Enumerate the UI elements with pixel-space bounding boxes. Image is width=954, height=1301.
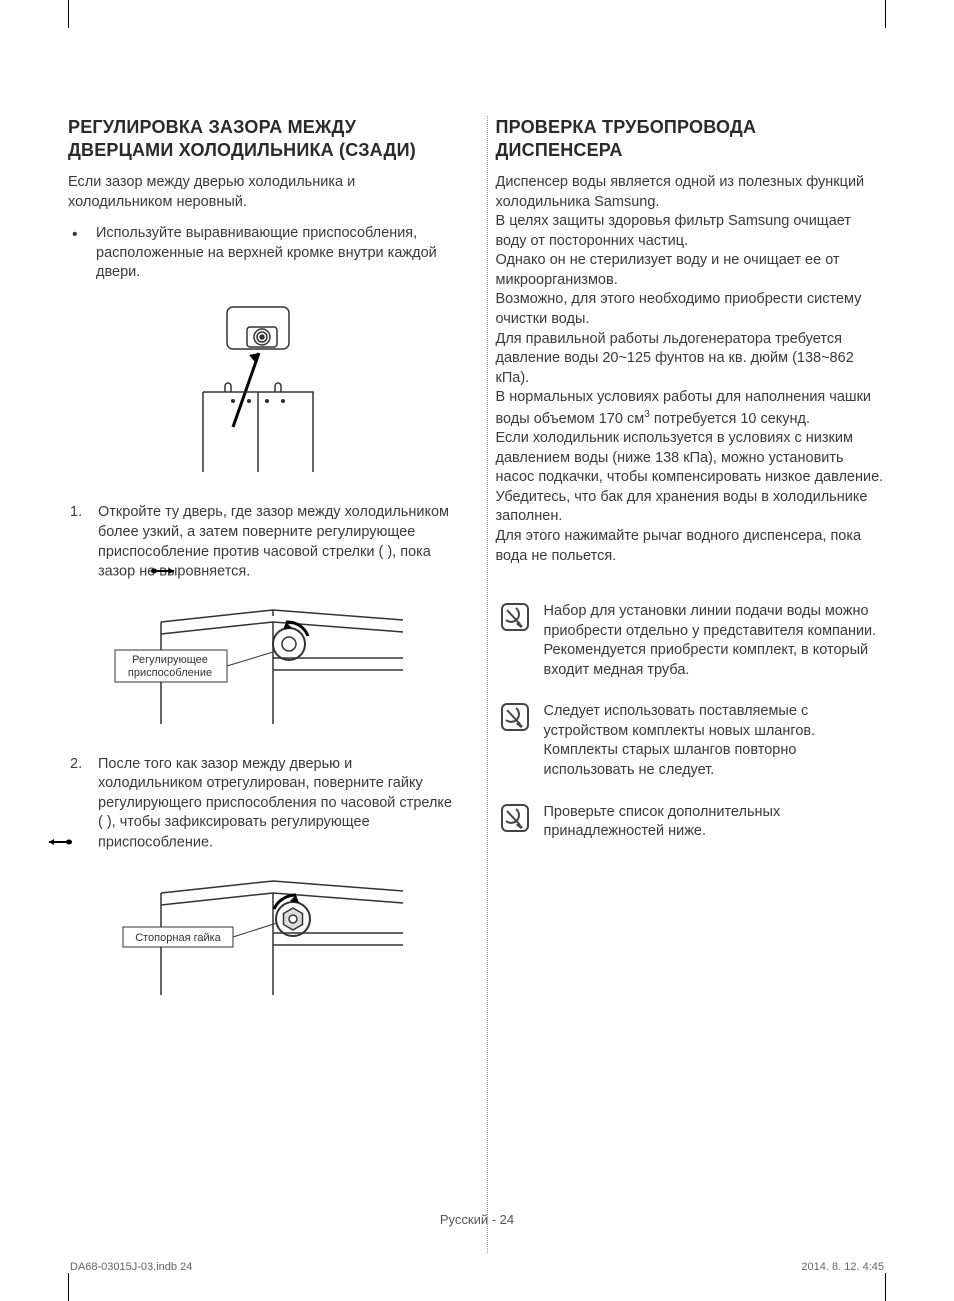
step-1: Откройте ту дверь, где зазор между холод… — [90, 503, 459, 582]
note-3: Проверьте список дополнительных принадле… — [496, 803, 887, 842]
crop-mark — [68, 0, 69, 28]
left-intro: Если зазор между дверью холодильника и х… — [68, 173, 459, 212]
right-column: ПРОВЕРКА ТРУБОПРОВОДА ДИСПЕНСЕРА Диспенс… — [487, 116, 887, 1253]
fig2-label-1: Регулирующее — [132, 654, 208, 666]
figure-door-top — [68, 297, 459, 484]
right-heading: ПРОВЕРКА ТРУБОПРОВОДА ДИСПЕНСЕРА — [496, 116, 887, 161]
note-1-text: Набор для установки линии подачи воды мо… — [544, 602, 887, 680]
p7: Если холодильник используется в условиях… — [496, 429, 887, 488]
steps-list-2: После того как зазор между дверью и холо… — [68, 755, 459, 853]
p1: Диспенсер воды является одной из полезны… — [496, 173, 887, 212]
footer-page-number: Русский - 24 — [68, 1212, 886, 1227]
bullet-item: Используйте выравнивающие приспособления… — [86, 224, 459, 283]
steps-list: Откройте ту дверь, где зазор между холод… — [68, 503, 459, 582]
footer-datetime: 2014. 8. 12. 4:45 — [801, 1261, 884, 1273]
p9: Для этого нажимайте рычаг водного диспен… — [496, 527, 887, 566]
fig2-label-2: приспособление — [128, 667, 212, 679]
step-2: После того как зазор между дверью и холо… — [90, 755, 459, 853]
crop-mark — [885, 0, 886, 28]
arrow-ccw-icon — [150, 564, 176, 584]
crop-mark — [885, 1273, 886, 1301]
left-column: РЕГУЛИРОВКА ЗАЗОРА МЕЖДУ ДВЕРЦАМИ ХОЛОДИ… — [68, 116, 467, 1253]
footer-filename: DA68-03015J-03.indb 24 — [70, 1261, 192, 1273]
figure-adjuster: Регулирующее приспособление — [68, 596, 459, 735]
right-body: Диспенсер воды является одной из полезны… — [496, 173, 887, 566]
p2: В целях защиты здоровья фильтр Samsung о… — [496, 212, 887, 251]
note-2: Следует использовать поставляемые с устр… — [496, 702, 887, 780]
note-icon — [500, 803, 530, 833]
p3: Однако он не стерилизует воду и не очища… — [496, 251, 887, 290]
p8: Убедитесь, что бак для хранения воды в х… — [496, 488, 887, 527]
p5: Для правильной работы льдогенератора тре… — [496, 330, 887, 389]
note-icon — [500, 602, 530, 632]
note-icon — [500, 702, 530, 732]
figure-locknut: Стопорная гайка — [68, 867, 459, 1006]
left-heading: РЕГУЛИРОВКА ЗАЗОРА МЕЖДУ ДВЕРЦАМИ ХОЛОДИ… — [68, 116, 459, 161]
p6: В нормальных условиях работы для наполне… — [496, 388, 887, 429]
arrow-cw-icon — [47, 835, 73, 855]
p4: Возможно, для этого необходимо приобрест… — [496, 290, 887, 329]
bullet-list: Используйте выравнивающие приспособления… — [68, 224, 459, 283]
note-1: Набор для установки линии подачи воды мо… — [496, 602, 887, 680]
page: РЕГУЛИРОВКА ЗАЗОРА МЕЖДУ ДВЕРЦАМИ ХОЛОДИ… — [68, 48, 886, 1253]
crop-mark — [68, 1273, 69, 1301]
note-2-text: Следует использовать поставляемые с устр… — [544, 702, 887, 780]
fig3-label: Стопорная гайка — [135, 932, 221, 944]
note-3-text: Проверьте список дополнительных принадле… — [544, 803, 887, 842]
step-2-text: После того как зазор между дверью и холо… — [98, 756, 452, 851]
content-columns: РЕГУЛИРОВКА ЗАЗОРА МЕЖДУ ДВЕРЦАМИ ХОЛОДИ… — [68, 48, 886, 1253]
